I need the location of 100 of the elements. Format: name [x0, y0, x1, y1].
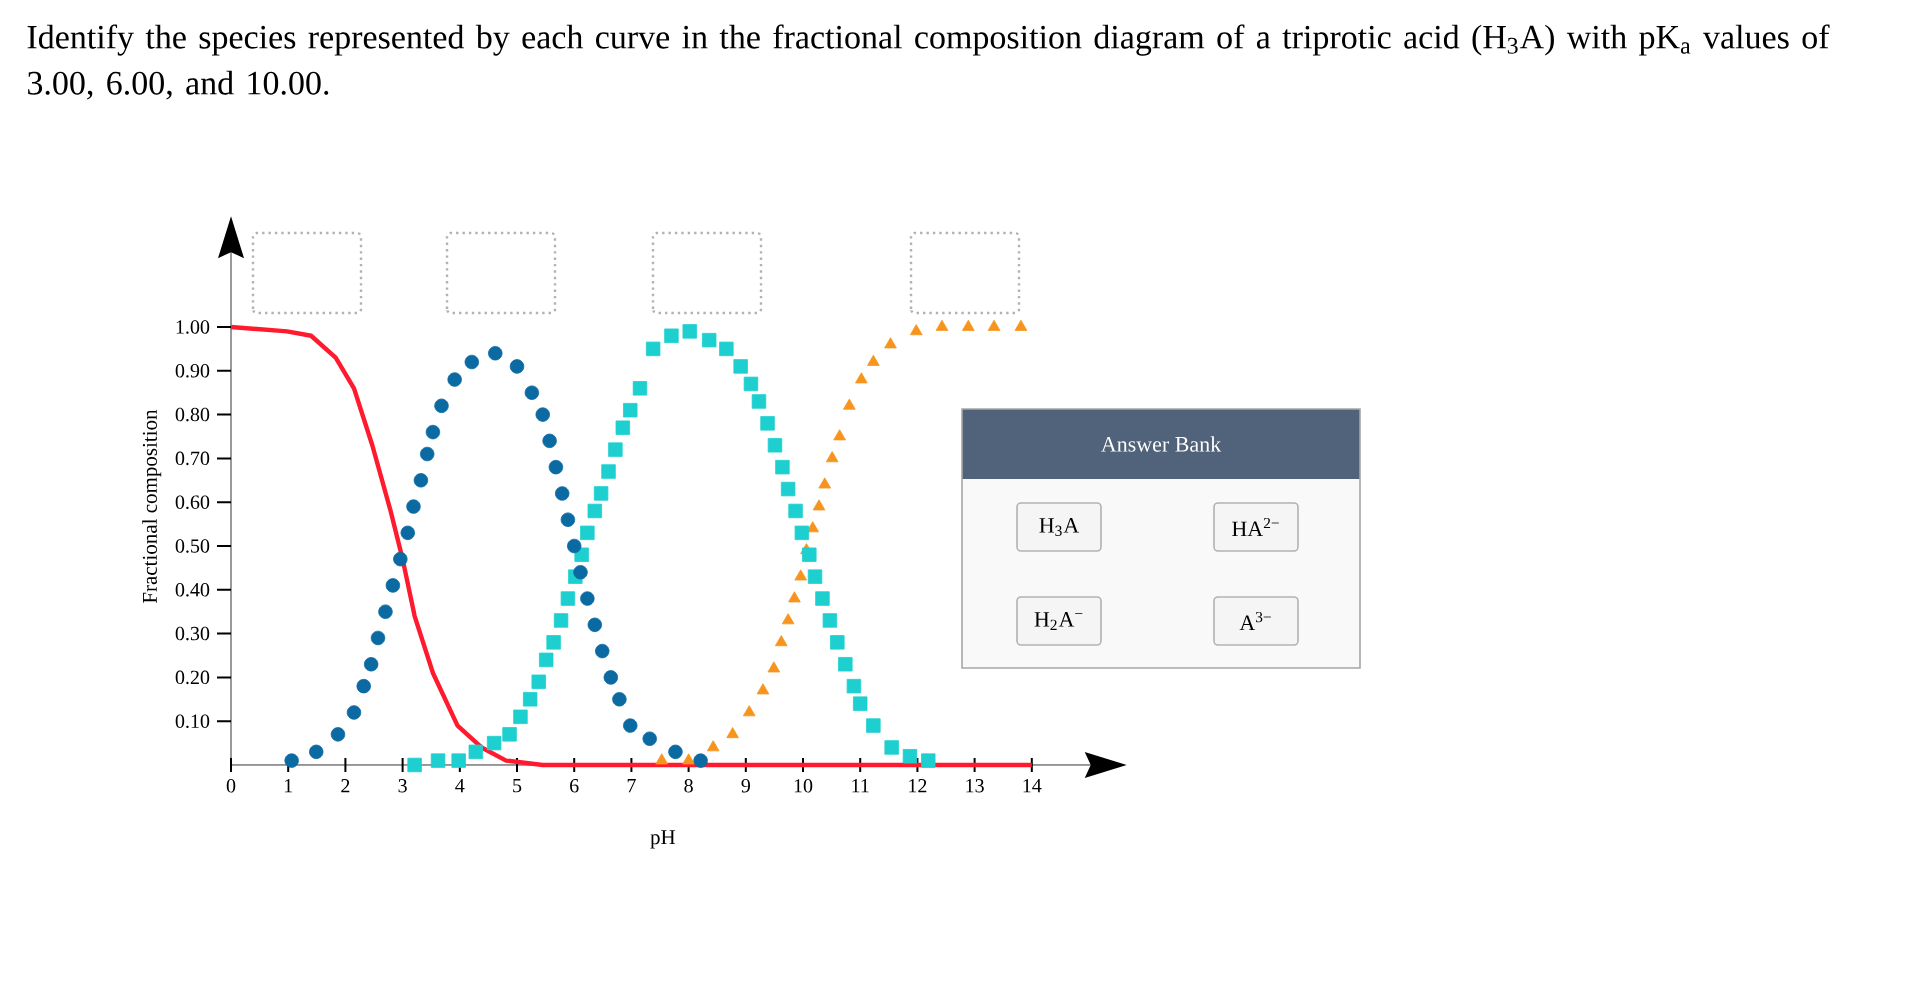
point: [385, 578, 401, 593]
y-tick-label: 0.80: [175, 407, 210, 422]
point: [486, 735, 502, 751]
point: [788, 591, 801, 603]
chart-title: Identify the species represented by each curve in the fractional composition diagram of a triprotic acid (H$_{3}$A) with pK$_{a}$ values of 3.00, 6.00, and 10.00.: [27, 24, 1830, 100]
point: [603, 670, 619, 685]
x-axis-title: pH: [650, 830, 676, 849]
point: [464, 354, 480, 370]
point: [413, 473, 429, 488]
y-tick-label: 1.00: [176, 320, 210, 334]
point: [346, 705, 362, 720]
point: [531, 674, 546, 689]
y-tick-label: 0.60: [175, 495, 210, 509]
point: [751, 394, 767, 409]
point: [830, 635, 845, 650]
point: [664, 328, 679, 343]
point: [788, 503, 803, 519]
point: [726, 727, 739, 739]
point: [846, 678, 862, 694]
point: [623, 718, 638, 733]
point: [742, 705, 756, 717]
y-tick-label: 0.40: [175, 583, 210, 597]
y-tick-label: 0.10: [175, 714, 210, 728]
point: [818, 477, 832, 489]
point: [560, 591, 576, 606]
x-tick-label: 8: [684, 779, 693, 793]
point: [524, 385, 540, 400]
point: [807, 569, 823, 584]
point: [668, 744, 683, 760]
point: [867, 354, 880, 366]
point: [420, 446, 435, 462]
point: [430, 753, 446, 768]
point: [781, 613, 795, 625]
point: [284, 753, 299, 768]
point: [330, 727, 346, 742]
point: [560, 512, 576, 527]
point: [502, 727, 517, 742]
point: [802, 547, 817, 562]
point: [393, 551, 408, 567]
point: [488, 346, 503, 361]
point: [370, 630, 386, 646]
point: [806, 521, 820, 533]
point: [573, 565, 588, 580]
point: [378, 604, 393, 619]
x-tick-label: 5: [513, 779, 522, 793]
point: [546, 635, 561, 650]
point: [1014, 319, 1028, 331]
point: [451, 753, 466, 768]
point: [706, 740, 720, 752]
point: [513, 709, 528, 725]
point: [553, 613, 569, 628]
point: [843, 398, 856, 410]
x-tick-label: 11: [852, 779, 869, 793]
y-tick-label: 0.30: [175, 626, 210, 641]
point: [987, 319, 1001, 331]
x-tick-label: 0: [226, 779, 236, 793]
point: [902, 749, 918, 764]
point: [363, 657, 379, 672]
point: [682, 753, 695, 765]
x-tick-label: 14: [1023, 779, 1042, 793]
point: [760, 416, 775, 431]
point: [567, 538, 582, 554]
point: [767, 438, 783, 453]
point: [615, 420, 631, 435]
point: [645, 341, 661, 357]
x-tick-label: 7: [627, 779, 636, 793]
point: [555, 486, 570, 501]
point: [909, 324, 923, 336]
point: [693, 753, 708, 768]
y-tick-label: 0.50: [175, 539, 210, 553]
point: [468, 744, 484, 760]
line-series: [228, 324, 1034, 768]
point: [406, 499, 421, 514]
point: [822, 613, 838, 628]
point: [962, 319, 975, 331]
x-tick-label: 3: [398, 779, 407, 793]
point: [447, 372, 462, 387]
point: [794, 569, 808, 581]
point: [815, 591, 830, 606]
point: [522, 692, 538, 707]
point: [733, 359, 748, 374]
point: [434, 398, 449, 414]
y-tick-label: 0.90: [175, 364, 210, 378]
point: [608, 442, 623, 457]
point: [400, 525, 415, 541]
point: [535, 407, 550, 422]
point: [774, 635, 788, 647]
point: [853, 696, 868, 711]
point: [702, 332, 717, 348]
point: [884, 337, 897, 349]
point: [775, 459, 790, 475]
point: [719, 341, 734, 357]
point: [866, 718, 881, 733]
point: [743, 376, 759, 392]
point: [812, 499, 826, 511]
point: [587, 617, 602, 633]
point: [935, 319, 949, 331]
y-tick-label: 0.70: [175, 451, 210, 466]
point: [601, 464, 616, 479]
point: [838, 657, 853, 672]
